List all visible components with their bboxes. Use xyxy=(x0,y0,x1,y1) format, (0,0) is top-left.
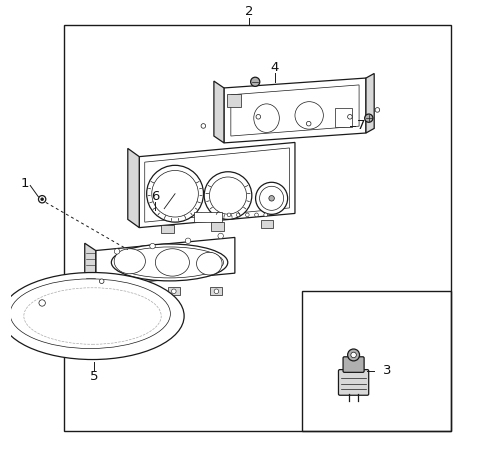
Text: 2: 2 xyxy=(245,5,253,18)
Polygon shape xyxy=(214,81,224,143)
Polygon shape xyxy=(139,142,295,228)
Circle shape xyxy=(200,213,204,217)
Ellipse shape xyxy=(254,104,279,132)
Circle shape xyxy=(125,289,129,294)
Bar xyxy=(227,94,240,107)
Bar xyxy=(168,287,180,295)
Circle shape xyxy=(99,279,104,284)
Bar xyxy=(261,220,273,229)
Polygon shape xyxy=(224,78,366,143)
Circle shape xyxy=(375,108,380,112)
Circle shape xyxy=(264,213,267,217)
Circle shape xyxy=(260,186,284,210)
Circle shape xyxy=(251,77,260,87)
Bar xyxy=(161,224,174,233)
Circle shape xyxy=(147,165,204,222)
Text: 3: 3 xyxy=(383,365,392,377)
Circle shape xyxy=(365,114,373,122)
Circle shape xyxy=(351,352,356,358)
Circle shape xyxy=(236,213,240,217)
Bar xyxy=(64,25,451,431)
Circle shape xyxy=(209,213,213,217)
Circle shape xyxy=(218,213,222,217)
Polygon shape xyxy=(366,73,374,133)
Circle shape xyxy=(348,349,360,361)
Ellipse shape xyxy=(295,102,324,129)
Circle shape xyxy=(152,170,198,217)
Ellipse shape xyxy=(114,249,145,274)
Bar xyxy=(335,108,352,127)
Text: 1: 1 xyxy=(21,177,29,190)
Ellipse shape xyxy=(111,244,228,281)
Text: 4: 4 xyxy=(271,61,279,74)
Circle shape xyxy=(209,177,247,214)
Text: 6: 6 xyxy=(151,190,159,202)
Circle shape xyxy=(245,213,249,217)
Circle shape xyxy=(201,124,205,128)
Circle shape xyxy=(38,196,46,203)
Polygon shape xyxy=(85,243,96,286)
Circle shape xyxy=(269,196,275,201)
Circle shape xyxy=(204,172,252,219)
Text: 7: 7 xyxy=(357,120,366,132)
Text: 5: 5 xyxy=(90,370,98,383)
Bar xyxy=(211,223,224,231)
Polygon shape xyxy=(128,148,139,228)
Circle shape xyxy=(218,233,223,239)
Circle shape xyxy=(214,289,219,294)
Circle shape xyxy=(171,289,176,294)
Circle shape xyxy=(256,114,261,119)
Circle shape xyxy=(255,182,288,214)
Circle shape xyxy=(306,121,311,126)
Circle shape xyxy=(41,198,44,201)
Circle shape xyxy=(185,238,191,244)
Ellipse shape xyxy=(196,252,222,275)
FancyBboxPatch shape xyxy=(338,370,369,395)
Ellipse shape xyxy=(116,247,224,278)
Circle shape xyxy=(39,300,45,306)
Circle shape xyxy=(114,249,120,254)
Circle shape xyxy=(348,114,352,119)
Bar xyxy=(302,291,451,431)
Circle shape xyxy=(255,213,258,217)
Circle shape xyxy=(150,243,155,249)
Bar xyxy=(210,287,222,295)
Ellipse shape xyxy=(1,273,184,360)
Bar xyxy=(121,287,133,295)
Circle shape xyxy=(227,213,231,217)
FancyBboxPatch shape xyxy=(343,357,364,372)
Ellipse shape xyxy=(156,249,190,276)
Polygon shape xyxy=(96,237,235,286)
Bar xyxy=(194,212,222,222)
